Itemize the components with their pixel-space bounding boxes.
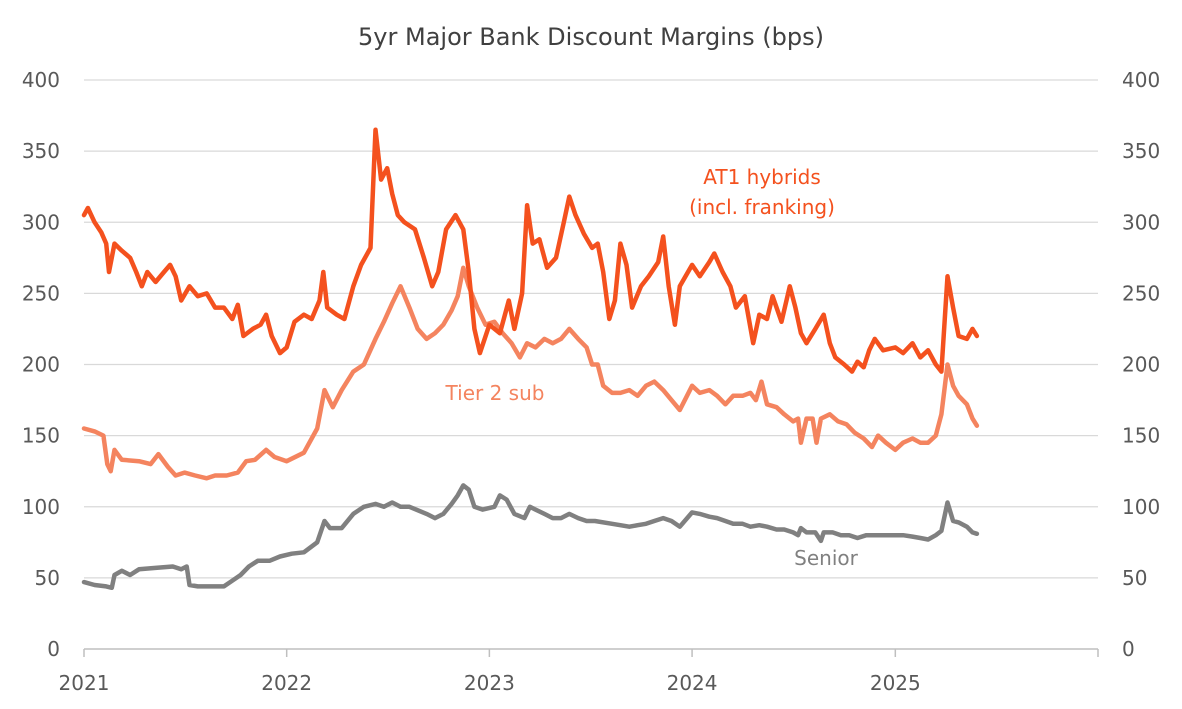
series-label: AT1 hybrids	[703, 165, 821, 189]
y-tick-label-left: 100	[22, 495, 60, 519]
y-tick-label-left: 150	[22, 424, 60, 448]
y-tick-label-right: 100	[1122, 495, 1160, 519]
axes: 0 0 50 50 100 100 150 150 200 200 250 250 300 300 350 3…	[22, 68, 1160, 695]
x-tick-label: 2023	[464, 671, 515, 695]
y-tick-label-left: 0	[47, 637, 60, 661]
x-tick-label: 2021	[59, 671, 110, 695]
y-tick-label-right: 400	[1122, 68, 1160, 92]
series-label: Senior	[794, 546, 858, 570]
y-tick-label-right: 250	[1122, 281, 1160, 305]
y-tick-label-right: 150	[1122, 424, 1160, 448]
series-label: Tier 2 sub	[445, 381, 545, 405]
gridlines	[84, 79, 1098, 579]
y-tick-label-right: 200	[1122, 353, 1160, 377]
series-line-tier	[81, 265, 980, 481]
y-tick-label-left: 200	[22, 353, 60, 377]
series-label: (incl. franking)	[689, 195, 835, 219]
x-tick-label: 2025	[870, 671, 921, 695]
y-tick-label-right: 50	[1122, 566, 1147, 590]
chart-title: 5yr Major Bank Discount Margins (bps)	[358, 23, 824, 51]
x-tick-label: 2024	[667, 671, 718, 695]
y-tick-label-right: 0	[1122, 637, 1135, 661]
y-tick-label-right: 300	[1122, 210, 1160, 234]
series-layer	[81, 127, 980, 591]
series-line-at1	[81, 127, 980, 374]
y-tick-label-right: 350	[1122, 139, 1160, 163]
y-tick-label-left: 250	[22, 281, 60, 305]
series-labels: AT1 hybrids (incl. franking) Tier 2 sub Sen…	[445, 165, 859, 570]
y-tick-label-left: 400	[22, 68, 60, 92]
series-line-senior	[81, 483, 980, 591]
y-tick-label-left: 300	[22, 210, 60, 234]
y-tick-label-left: 50	[35, 566, 60, 590]
y-tick-label-left: 350	[22, 139, 60, 163]
x-tick-label: 2022	[261, 671, 312, 695]
